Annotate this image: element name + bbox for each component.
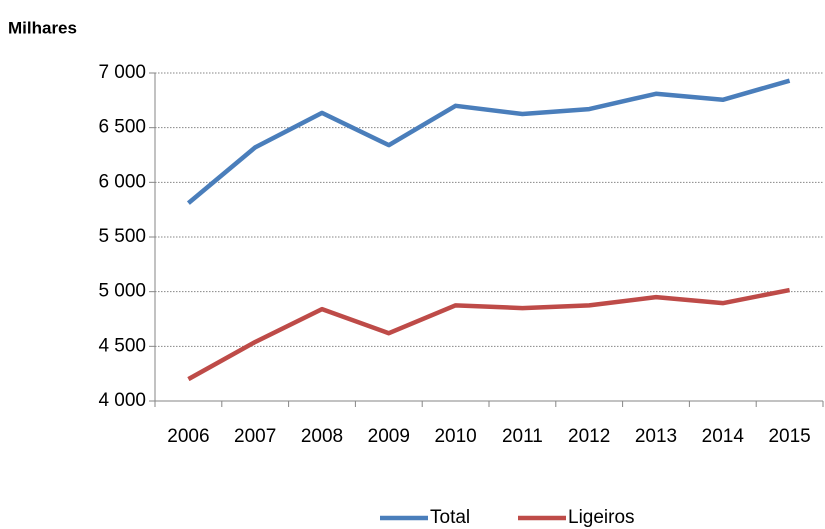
x-tick-label: 2010 (434, 426, 476, 447)
x-tick-label: 2007 (234, 426, 276, 447)
y-tick-label: 4 000 (98, 390, 146, 411)
series-line (187, 287, 791, 382)
x-tick-label: 2013 (635, 426, 677, 447)
y-tick-label: 5 000 (98, 281, 146, 302)
x-tick-label: 2006 (167, 426, 209, 447)
x-tick-label: 2015 (768, 426, 810, 447)
x-tick-label: 2009 (368, 426, 410, 447)
chart-title: Milhares (8, 18, 77, 37)
series-line (186, 78, 791, 205)
x-tick-label: 2012 (568, 426, 610, 447)
x-tick-label: 2014 (702, 426, 745, 447)
y-tick-label: 7 000 (98, 62, 146, 83)
legend-label: Ligeiros (568, 507, 635, 528)
y-tick-label: 5 500 (98, 226, 146, 247)
legend-label: Total (430, 507, 470, 528)
y-tick-label: 4 500 (98, 335, 146, 356)
y-tick-label: 6 500 (98, 117, 146, 138)
x-tick-label: 2008 (301, 426, 343, 447)
y-tick-label: 6 000 (98, 171, 146, 192)
x-tick-label: 2011 (502, 426, 543, 447)
